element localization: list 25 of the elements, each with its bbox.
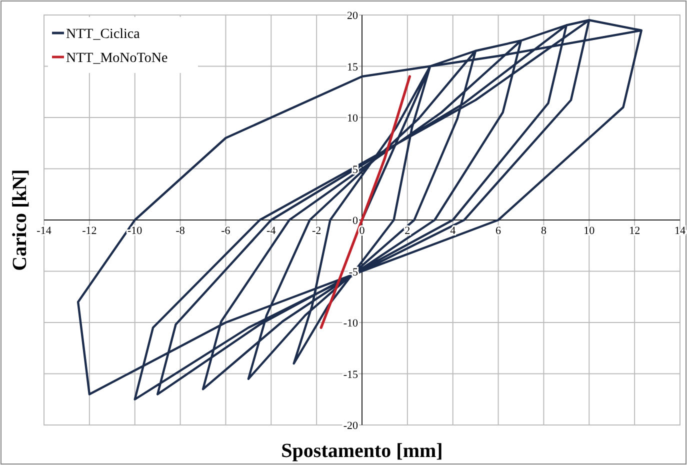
y-tick-label: -15: [343, 368, 358, 381]
y-tick-label: 10: [347, 112, 358, 124]
x-tick-label: 8: [540, 225, 547, 237]
x-tick-label: -14: [36, 225, 52, 237]
y-tick-label: -10: [343, 318, 358, 330]
x-tick-label: 2: [404, 225, 410, 237]
x-tick-label: -2: [312, 225, 322, 237]
y-tick-label: -20: [343, 420, 358, 432]
y-tick-label: 20: [347, 10, 358, 22]
x-axis-title: Spostamento [mm]: [281, 440, 443, 462]
x-tick-label: -10: [128, 225, 143, 237]
x-tick-label: 10: [584, 225, 596, 237]
x-tick-label: -8: [176, 225, 186, 237]
legend-label: NTT_Ciclica: [66, 27, 141, 42]
x-tick-label: -12: [82, 225, 97, 237]
x-tick-label: -6: [221, 225, 231, 237]
legend-label: NTT_MoNoToNe: [66, 51, 168, 66]
x-tick-label: 4: [450, 225, 456, 237]
y-tick-label: 15: [347, 61, 358, 74]
y-axis-title: Carico [kN]: [9, 169, 31, 271]
x-tick-label: 6: [496, 225, 502, 237]
x-tick-label: 12: [629, 225, 640, 237]
line-series: [320, 75, 411, 329]
x-tick-label: 14: [674, 225, 686, 237]
x-tick-label: -4: [266, 225, 276, 237]
